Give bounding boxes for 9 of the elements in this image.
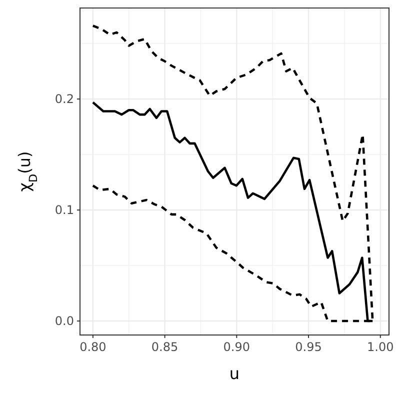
x-tick-label: 0.90 xyxy=(223,340,250,354)
x-tick-label: 1.00 xyxy=(367,340,394,354)
x-tick-label: 0.80 xyxy=(80,340,106,354)
y-tick-label: 0.1 xyxy=(54,203,74,218)
x-axis-title: u xyxy=(229,364,240,383)
y-tick-label: 0.0 xyxy=(54,314,74,328)
y-tick-label: 0.2 xyxy=(54,92,74,106)
x-tick-label: 0.95 xyxy=(295,340,322,354)
x-tick-label: 0.85 xyxy=(151,340,178,354)
